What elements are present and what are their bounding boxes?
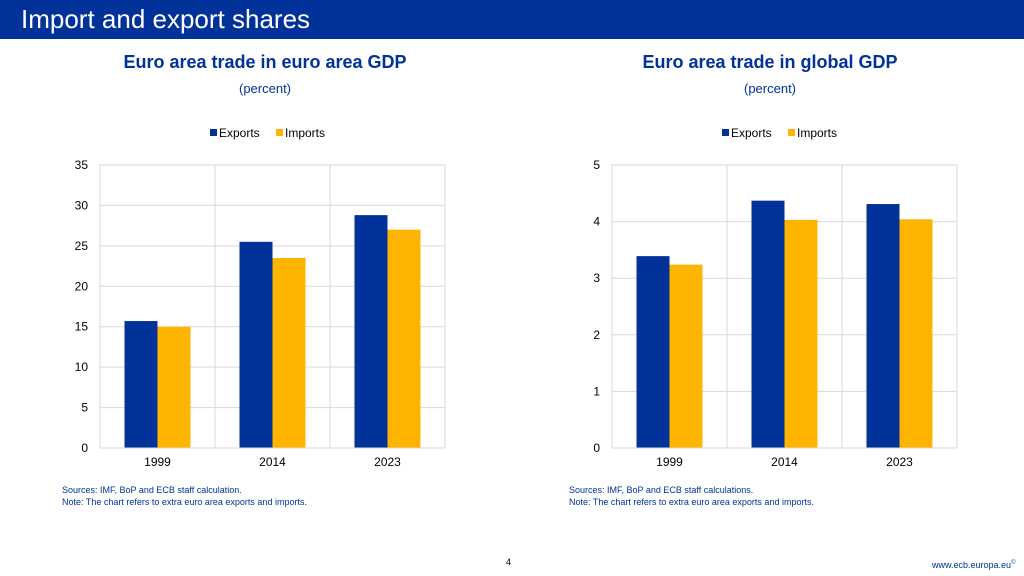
chart-1-bar-exports-2014 (751, 200, 785, 448)
chart-1-legend-swatch-exports (722, 129, 729, 136)
chart-1-x-tick-label: 1999 (656, 455, 683, 469)
page-number: 4 (506, 557, 512, 567)
chart-0-bar-imports-2023 (387, 229, 421, 448)
right-chart-note: Note: The chart refers to extra euro are… (569, 497, 814, 507)
chart-1-y-tick-label: 3 (593, 271, 600, 285)
right-chart-sources: Sources: IMF, BoP and ECB staff calculat… (569, 485, 754, 495)
left-chart-title: Euro area trade in euro area GDP (123, 52, 407, 72)
chart-1-bar-imports-1999 (669, 264, 703, 448)
chart-0-x-tick-label: 2014 (259, 455, 286, 469)
chart-1-legend-swatch-imports (788, 129, 795, 136)
chart-1-bar-imports-2014 (784, 219, 818, 448)
chart-0-legend-swatch-exports (210, 129, 217, 136)
chart-1-legend-label-imports: Imports (797, 126, 837, 140)
chart-0-y-tick-label: 20 (75, 279, 89, 293)
chart-0-y-tick-label: 10 (75, 360, 89, 374)
left-chart-note: Note: The chart refers to extra euro are… (62, 497, 307, 507)
chart-0-y-tick-label: 5 (81, 401, 88, 415)
chart-1-y-tick-label: 1 (593, 384, 600, 398)
chart-0-y-tick-label: 0 (81, 441, 88, 455)
left-chart-sources: Sources: IMF, BoP and ECB staff calculat… (62, 485, 242, 495)
chart-1-bar-exports-2023 (866, 204, 900, 448)
chart-1-x-tick-label: 2014 (771, 455, 798, 469)
chart-0-x-tick-label: 2023 (374, 455, 401, 469)
chart-0-legend-swatch-imports (276, 129, 283, 136)
page-title: Import and export shares (21, 4, 311, 34)
chart-0-y-tick-label: 25 (75, 239, 89, 253)
chart-0-bar-imports-1999 (157, 326, 191, 448)
copyright-mark: © (1011, 560, 1016, 566)
chart-0-y-tick-label: 30 (75, 198, 89, 212)
chart-0-y-tick-label: 35 (75, 158, 89, 172)
chart-0-legend-label-exports: Exports (219, 126, 260, 140)
chart-1-bar-imports-2023 (899, 219, 933, 448)
chart-0-bar-exports-2014 (239, 241, 273, 448)
title-banner: Import and export shares (0, 0, 1024, 39)
chart-0-bar-exports-1999 (124, 321, 158, 448)
chart-0-bar-imports-2014 (272, 257, 306, 448)
right-chart-subtitle: (percent) (743, 81, 797, 96)
footer-url-text: www.ecb.europa.eu (932, 560, 1012, 570)
left-chart-subtitle: (percent) (238, 81, 292, 96)
footer-url: www.ecb.europa.eu© (932, 560, 1015, 570)
chart-1-y-tick-label: 4 (593, 215, 600, 229)
left-chart: 0 5 10 15 20 25 30 35 1999 2014 2023 Exports Imports (75, 126, 446, 469)
chart-1-x-tick-label: 2023 (886, 455, 913, 469)
chart-0-x-tick-label: 1999 (144, 455, 171, 469)
chart-1-legend-label-exports: Exports (731, 126, 772, 140)
right-chart: 0 1 2 3 4 5 1999 2014 2023 Exports Imports (593, 126, 958, 469)
chart-0-y-tick-label: 15 (75, 320, 89, 334)
chart-1-y-tick-label: 2 (593, 328, 600, 342)
chart-1-bar-exports-1999 (636, 256, 670, 448)
chart-0-legend-label-imports: Imports (285, 126, 325, 140)
right-chart-title: Euro area trade in global GDP (642, 52, 898, 72)
chart-1-y-tick-label: 0 (593, 441, 600, 455)
chart-1-y-tick-label: 5 (593, 158, 600, 172)
chart-0-bar-exports-2023 (354, 215, 388, 448)
